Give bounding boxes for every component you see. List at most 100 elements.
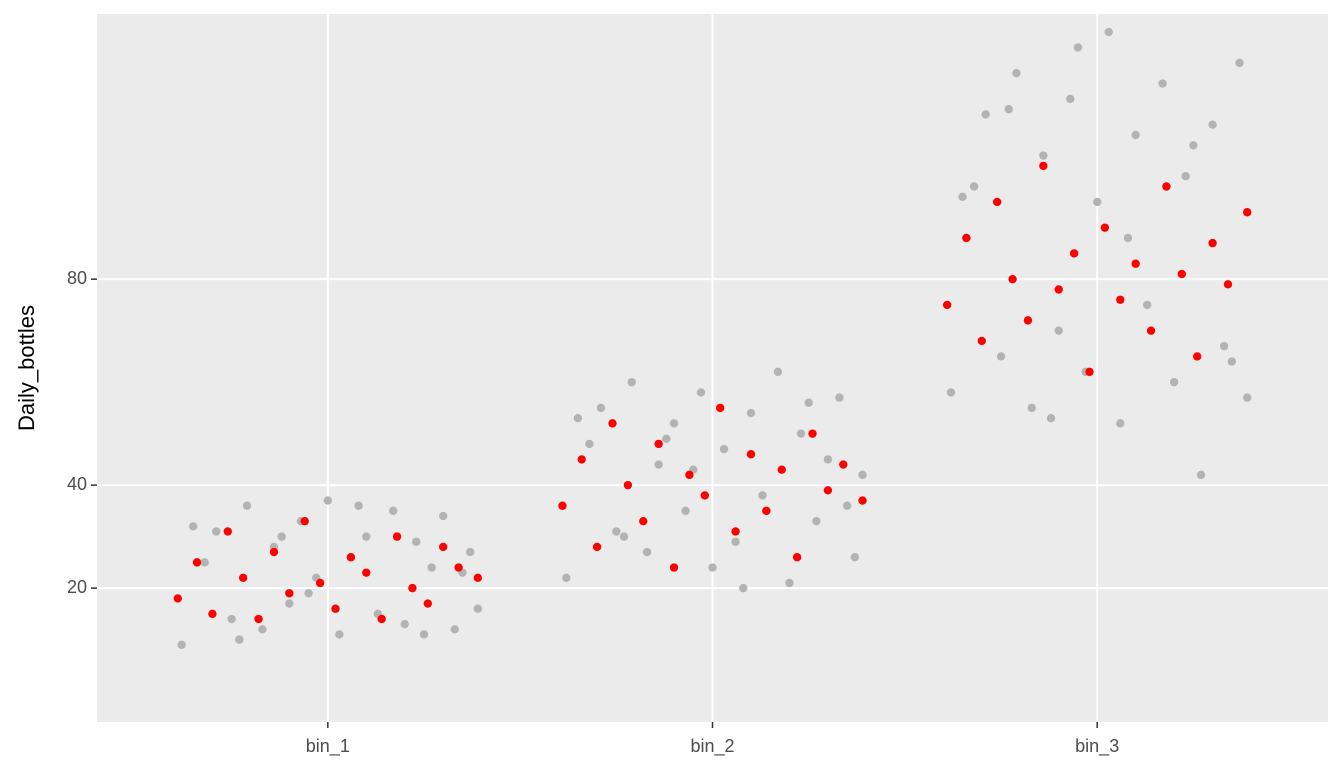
point bbox=[1223, 280, 1233, 289]
point bbox=[762, 506, 771, 516]
point bbox=[208, 609, 217, 619]
point bbox=[642, 547, 652, 557]
point bbox=[1169, 377, 1179, 387]
point bbox=[412, 537, 421, 546]
point bbox=[335, 630, 344, 639]
x-tick-label: bin_2 bbox=[690, 736, 734, 757]
point bbox=[996, 352, 1006, 361]
point bbox=[842, 501, 852, 510]
point bbox=[1073, 43, 1083, 52]
point bbox=[192, 558, 202, 567]
point bbox=[835, 393, 844, 402]
point bbox=[1131, 259, 1140, 268]
point bbox=[812, 516, 821, 526]
point bbox=[1100, 223, 1110, 232]
x-tick-label: bin_1 bbox=[306, 736, 350, 757]
point bbox=[242, 501, 252, 510]
point bbox=[1039, 161, 1048, 171]
point bbox=[700, 491, 710, 500]
point bbox=[562, 573, 571, 583]
point bbox=[1189, 141, 1198, 150]
point bbox=[1116, 419, 1125, 428]
point bbox=[1162, 182, 1171, 191]
point bbox=[473, 573, 483, 583]
point bbox=[739, 583, 748, 593]
point bbox=[465, 547, 475, 557]
point bbox=[1012, 69, 1021, 78]
point bbox=[619, 532, 629, 541]
point bbox=[577, 455, 586, 464]
y-tick-label: 20 bbox=[67, 577, 87, 597]
point bbox=[346, 553, 356, 562]
point bbox=[1243, 208, 1252, 217]
point bbox=[200, 558, 209, 567]
point bbox=[238, 573, 248, 583]
point bbox=[277, 532, 286, 541]
point bbox=[1104, 27, 1113, 37]
point bbox=[258, 625, 267, 634]
point bbox=[377, 614, 386, 624]
point bbox=[1146, 326, 1156, 335]
point bbox=[731, 537, 740, 546]
point bbox=[1208, 120, 1217, 129]
point bbox=[773, 367, 783, 377]
point bbox=[408, 583, 417, 593]
point bbox=[1208, 238, 1217, 248]
point bbox=[173, 594, 182, 603]
point bbox=[715, 403, 725, 413]
point bbox=[685, 470, 694, 480]
point bbox=[654, 439, 663, 449]
point bbox=[392, 532, 402, 541]
point bbox=[858, 496, 867, 505]
point bbox=[1008, 274, 1017, 284]
point bbox=[285, 589, 294, 598]
point bbox=[1123, 233, 1133, 243]
point bbox=[354, 501, 363, 510]
point bbox=[654, 460, 663, 469]
point bbox=[362, 532, 371, 541]
point bbox=[696, 388, 706, 397]
point bbox=[1066, 94, 1075, 104]
point bbox=[669, 419, 679, 428]
point bbox=[608, 419, 617, 428]
point bbox=[839, 460, 848, 469]
point bbox=[1131, 130, 1140, 140]
point bbox=[612, 527, 621, 536]
point bbox=[1219, 341, 1229, 351]
point bbox=[746, 450, 756, 459]
point bbox=[1085, 367, 1094, 377]
point bbox=[1004, 105, 1013, 114]
point bbox=[758, 491, 767, 500]
point bbox=[777, 465, 786, 474]
point bbox=[804, 398, 813, 407]
point bbox=[1235, 58, 1244, 68]
point bbox=[942, 300, 952, 310]
point bbox=[639, 516, 648, 526]
point bbox=[212, 527, 221, 536]
point bbox=[269, 547, 279, 557]
point bbox=[1243, 393, 1252, 402]
point bbox=[177, 640, 186, 649]
y-tick-label: 40 bbox=[67, 474, 87, 494]
y-tick-label: 80 bbox=[67, 268, 87, 288]
point bbox=[427, 563, 436, 572]
point bbox=[450, 625, 459, 634]
point bbox=[300, 516, 309, 526]
point bbox=[1039, 151, 1048, 160]
point bbox=[785, 578, 794, 588]
point bbox=[977, 336, 986, 346]
point bbox=[969, 182, 979, 191]
point bbox=[596, 403, 606, 413]
point bbox=[946, 388, 956, 397]
point bbox=[1054, 285, 1063, 294]
x-tick-label: bin_3 bbox=[1075, 736, 1119, 757]
point bbox=[592, 542, 602, 552]
point bbox=[981, 110, 990, 119]
point bbox=[808, 429, 817, 438]
point bbox=[362, 568, 371, 577]
point bbox=[439, 511, 448, 521]
point bbox=[1177, 269, 1187, 279]
point bbox=[1069, 249, 1079, 258]
y-axis-label: Daily_bottles bbox=[14, 305, 39, 431]
